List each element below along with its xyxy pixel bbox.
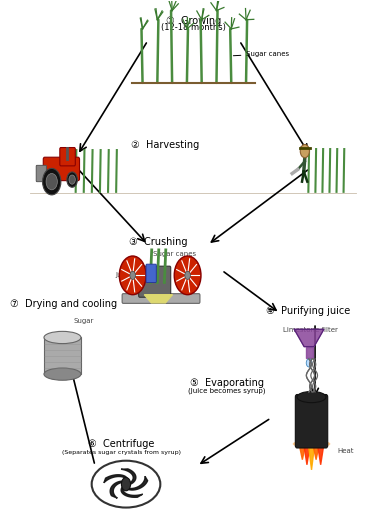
Text: Sugar canes: Sugar canes (233, 51, 289, 57)
Text: Sugar: Sugar (74, 318, 94, 324)
Circle shape (69, 175, 75, 184)
Ellipse shape (44, 331, 81, 344)
Polygon shape (110, 481, 122, 498)
Ellipse shape (92, 461, 160, 507)
Polygon shape (121, 469, 136, 484)
FancyBboxPatch shape (295, 395, 328, 448)
Text: ①  Growing: ① Growing (166, 16, 221, 26)
Polygon shape (306, 347, 313, 358)
Text: Limestone filter: Limestone filter (283, 327, 338, 333)
Polygon shape (313, 444, 319, 460)
Polygon shape (318, 444, 324, 465)
Polygon shape (144, 295, 173, 303)
FancyBboxPatch shape (146, 264, 156, 283)
Ellipse shape (293, 440, 330, 448)
Circle shape (67, 172, 78, 187)
FancyBboxPatch shape (43, 157, 79, 181)
Text: ⑥  Centrifuge: ⑥ Centrifuge (88, 439, 155, 450)
Ellipse shape (44, 368, 81, 380)
Text: Heat: Heat (337, 447, 354, 454)
Text: ②  Harvesting: ② Harvesting (131, 140, 200, 150)
Text: ④  Purifying juice: ④ Purifying juice (266, 306, 350, 316)
Circle shape (121, 478, 131, 490)
FancyBboxPatch shape (44, 337, 81, 374)
FancyBboxPatch shape (139, 266, 171, 297)
Polygon shape (127, 476, 148, 490)
Text: (Juice becomes syrup): (Juice becomes syrup) (188, 388, 266, 394)
Circle shape (46, 174, 58, 190)
Polygon shape (294, 329, 324, 347)
Polygon shape (308, 444, 315, 470)
Circle shape (174, 256, 201, 295)
Text: Juice: Juice (115, 272, 132, 279)
Text: Sugar canes: Sugar canes (153, 251, 196, 257)
Circle shape (130, 271, 135, 280)
Polygon shape (299, 444, 306, 460)
Circle shape (43, 168, 61, 195)
Circle shape (306, 359, 312, 367)
FancyBboxPatch shape (122, 294, 200, 303)
Text: ⑦  Drying and cooling: ⑦ Drying and cooling (10, 300, 117, 309)
Circle shape (300, 144, 309, 158)
Ellipse shape (297, 392, 326, 402)
Circle shape (119, 256, 146, 295)
Text: (Separates sugar crystals from syrup): (Separates sugar crystals from syrup) (62, 450, 181, 455)
Text: ⑤  Evaporating: ⑤ Evaporating (190, 378, 264, 388)
Polygon shape (304, 444, 310, 465)
Polygon shape (104, 475, 127, 483)
Polygon shape (121, 487, 143, 497)
Text: ③  Crushing: ③ Crushing (129, 237, 188, 247)
Text: (12-18 months): (12-18 months) (161, 24, 226, 32)
Circle shape (185, 271, 190, 280)
FancyBboxPatch shape (60, 147, 75, 166)
FancyBboxPatch shape (36, 165, 46, 182)
